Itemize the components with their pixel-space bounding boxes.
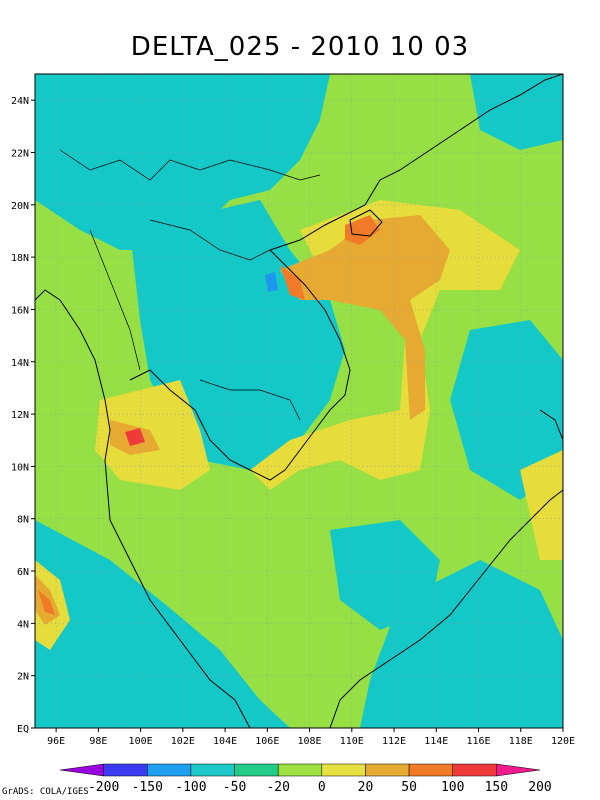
field-region-orange-plume bbox=[280, 215, 450, 420]
border-north bbox=[59, 149, 321, 181]
field-region-core-hainan bbox=[345, 215, 380, 245]
lat-tick-label: 12N bbox=[11, 410, 29, 421]
colorbar-label: -150 bbox=[132, 780, 163, 795]
lon-tick-label: 116E bbox=[466, 736, 490, 747]
field-region-yellow-plume bbox=[250, 200, 520, 490]
plot-frame bbox=[34, 73, 564, 729]
country-borders bbox=[59, 149, 321, 421]
lon-tick-label: 108E bbox=[298, 736, 322, 747]
colorbar-segment bbox=[147, 763, 192, 777]
border-cambodia bbox=[199, 379, 301, 421]
lat-tick-label: 22N bbox=[11, 148, 29, 159]
colorbar-segment bbox=[190, 763, 235, 777]
coastline-borneo bbox=[329, 489, 563, 728]
field-region-yellow-east bbox=[520, 450, 563, 560]
colorbar-segment bbox=[452, 763, 497, 777]
lon-tick-label: 104E bbox=[213, 736, 237, 747]
colorbar-segment bbox=[408, 763, 453, 777]
field-region-cyan-northeast bbox=[470, 74, 563, 150]
credit-text: GrADS: COLA/IGES bbox=[2, 787, 89, 797]
border-laos bbox=[149, 219, 271, 261]
field-region-core-coast bbox=[280, 265, 305, 300]
lat-tick-label: 4N bbox=[17, 619, 29, 630]
colorbar-segment bbox=[59, 763, 104, 777]
coastline-philippines bbox=[539, 409, 563, 441]
lat-tick-label: 10N bbox=[11, 462, 29, 473]
colorbar-segment bbox=[277, 763, 323, 777]
field-region-cyan-borneo bbox=[360, 560, 563, 728]
colorbar-segment bbox=[103, 763, 148, 777]
colorbar-label: 50 bbox=[401, 780, 417, 795]
field-layer bbox=[35, 74, 563, 728]
coastline-gulf-thailand bbox=[129, 249, 351, 481]
lon-tick-label: 98E bbox=[89, 736, 107, 747]
lon-tick-label: 112E bbox=[382, 736, 406, 747]
colorbar-segment bbox=[496, 763, 541, 777]
colorbar-label: 0 bbox=[318, 780, 326, 795]
lat-tick-label: 24N bbox=[11, 96, 29, 107]
lat-tick-label: 14N bbox=[11, 358, 29, 369]
colorbar-label: -200 bbox=[88, 780, 119, 795]
map-title: DELTA_025 - 2010 10 03 bbox=[130, 32, 470, 62]
colorbar: -200 -150 -100 -50 -20 0 20 50 100 150 200 bbox=[59, 763, 552, 795]
colorbar-label: -20 bbox=[266, 780, 289, 795]
lon-tick-label: 106E bbox=[255, 736, 279, 747]
coastline-hainan bbox=[349, 209, 383, 237]
lat-tick-label: 2N bbox=[17, 672, 29, 683]
field-region-cyan-south bbox=[35, 520, 290, 728]
colorbar-segment bbox=[321, 763, 366, 777]
border-thai bbox=[89, 229, 141, 371]
lon-tick-label: 100E bbox=[129, 736, 153, 747]
lat-tick-label: 8N bbox=[17, 515, 29, 526]
latitude-axis: 24N 22N 20N 18N 16N 14N 12N 10N 8N 6N 4N 2N EQ bbox=[11, 96, 35, 735]
colorbar-segment bbox=[234, 763, 279, 777]
lon-tick-label: 102E bbox=[171, 736, 195, 747]
lat-tick-label: 6N bbox=[17, 567, 29, 578]
coastlines bbox=[35, 74, 563, 728]
lon-tick-label: 96E bbox=[47, 736, 65, 747]
field-region-blue-spot bbox=[265, 272, 278, 292]
lon-tick-label: 110E bbox=[340, 736, 364, 747]
colorbar-label: -100 bbox=[175, 780, 206, 795]
lat-tick-label: 20N bbox=[11, 201, 29, 212]
lat-tick-label: 16N bbox=[11, 305, 29, 316]
field-region-cyan-north bbox=[35, 74, 330, 250]
colorbar-label: 150 bbox=[485, 780, 508, 795]
colorbar-label: 100 bbox=[441, 780, 464, 795]
colorbar-label: 20 bbox=[358, 780, 374, 795]
colorbar-segment bbox=[365, 763, 410, 777]
longitude-axis: 96E 98E 100E 102E 104E 106E 108E 110E 112E 114E 11… bbox=[47, 728, 575, 747]
gridlines bbox=[35, 74, 564, 728]
lon-tick-label: 118E bbox=[509, 736, 533, 747]
colorbar-label: 200 bbox=[528, 780, 551, 795]
field-region-core-west bbox=[125, 428, 145, 446]
lat-tick-label: 18N bbox=[11, 253, 29, 264]
colorbar-label: -50 bbox=[223, 780, 246, 795]
field-region-core-southwest bbox=[38, 590, 55, 615]
coastline-south-china bbox=[269, 74, 563, 251]
lat-tick-label: EQ bbox=[17, 724, 29, 735]
coastline-mainland bbox=[35, 289, 251, 728]
lon-tick-label: 120E bbox=[551, 736, 575, 747]
lon-tick-label: 114E bbox=[424, 736, 448, 747]
